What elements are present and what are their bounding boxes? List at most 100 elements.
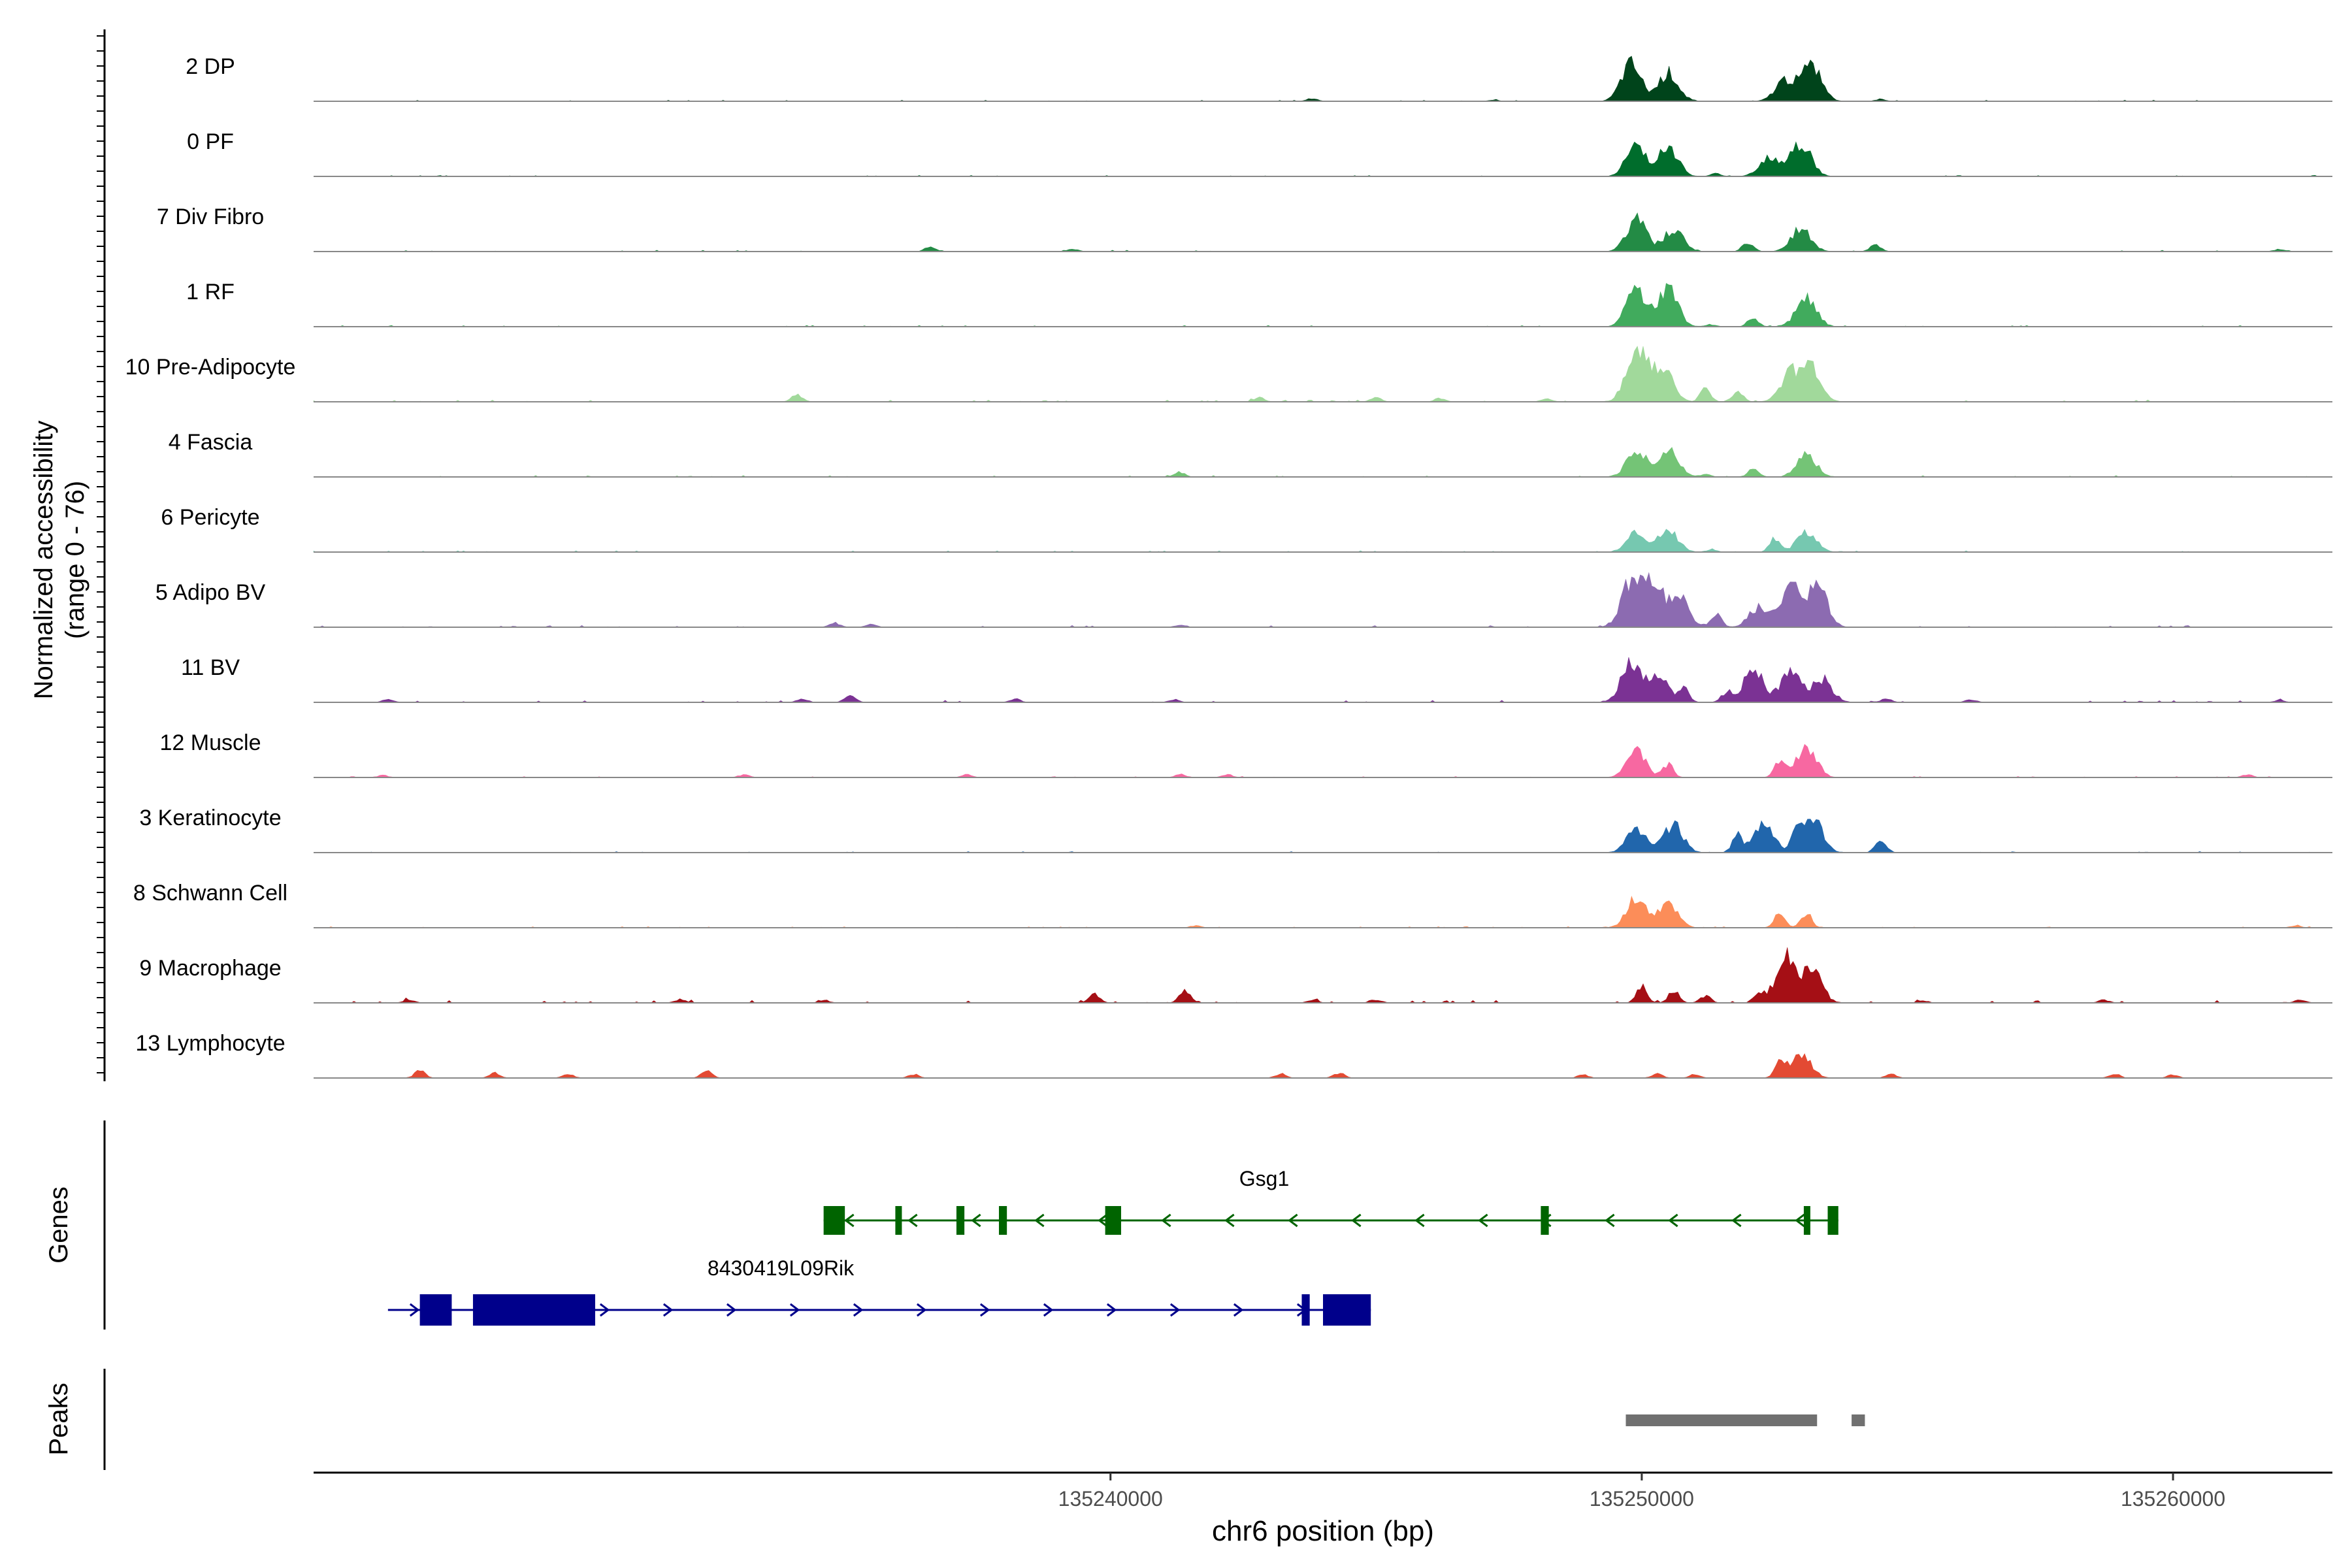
strand-arrow <box>907 1213 918 1228</box>
exon-block <box>1803 1206 1810 1235</box>
exon-block <box>419 1294 452 1326</box>
strand-arrow <box>844 1213 855 1228</box>
coverage-area <box>314 283 2332 327</box>
strand-arrow <box>1795 1213 1805 1228</box>
x-tick-label: 135260000 <box>2121 1487 2225 1511</box>
track-label: 6 Pericyte <box>161 505 259 530</box>
strand-arrow <box>1351 1213 1362 1228</box>
coverage-track: 6 Pericyte <box>161 505 2333 553</box>
track-label: 3 Keratinocyte <box>139 806 281 830</box>
peak-region <box>1625 1414 1818 1426</box>
strand-arrow <box>1668 1213 1678 1228</box>
coverage-area <box>314 141 2332 177</box>
coverage-tracks: 2 DP 0 PF 7 Div Fibro 1 RF 10 Pre-Adipocyte 4… <box>125 54 2333 1079</box>
coverage-track: 8 Schwann Cell <box>133 881 2332 928</box>
coverage-track: 13 Lymphocyte <box>135 1031 2332 1079</box>
exon-block <box>895 1206 902 1235</box>
strand-arrow <box>1098 1213 1108 1228</box>
track-label: 11 BV <box>181 655 240 680</box>
peaks-panel-title: Peaks <box>44 1382 73 1455</box>
track-label: 7 Div Fibro <box>157 204 264 229</box>
exon-block <box>956 1206 965 1235</box>
x-tick-label: 135250000 <box>1590 1487 1694 1511</box>
strand-arrow <box>979 1303 990 1317</box>
strand-arrow <box>1478 1213 1488 1228</box>
x-axis-ticks: 135240000 135250000 135260000 <box>1058 1473 2225 1511</box>
track-label: 1 RF <box>186 280 235 304</box>
y-axis: Normalized accessibility (range 0 - 76) <box>29 29 106 1081</box>
gene-label: 8430419L09Rik <box>708 1256 855 1280</box>
coverage-track: 3 Keratinocyte <box>139 806 2332 853</box>
strand-arrow <box>1169 1303 1181 1317</box>
gene-model: 8430419L09Rik <box>387 1256 1371 1326</box>
coverage-track: 0 PF <box>187 129 2332 177</box>
exon-block <box>472 1294 595 1326</box>
coverage-area <box>314 743 2332 778</box>
track-label: 10 Pre-Adipocyte <box>125 355 296 380</box>
x-tick-label: 135240000 <box>1058 1487 1163 1511</box>
y-axis-ticks <box>97 35 105 1073</box>
genes-panel-title: Genes <box>44 1186 73 1264</box>
exon-block <box>1541 1206 1549 1235</box>
peaks-panel: Peaks <box>44 1369 1865 1470</box>
track-label: 12 Muscle <box>160 730 261 755</box>
track-label: 4 Fascia <box>169 430 253 455</box>
coverage-track: 10 Pre-Adipocyte <box>125 346 2332 402</box>
strand-arrow <box>971 1213 981 1228</box>
coverage-area <box>313 529 2333 553</box>
y-axis-title: Normalized accessibility <box>29 421 58 700</box>
exon-block <box>1105 1206 1121 1235</box>
coverage-area <box>314 657 2332 703</box>
track-label: 9 Macrophage <box>139 956 281 981</box>
genes-panel: Genes Gsg1 8430419L09Rik <box>44 1120 1838 1330</box>
peak-region <box>1852 1414 1865 1426</box>
coverage-track: 2 DP <box>186 54 2332 102</box>
strand-arrow <box>1224 1213 1235 1228</box>
gene-models: Gsg1 8430419L09Rik <box>387 1167 1838 1326</box>
strand-arrow <box>853 1303 864 1317</box>
coverage-area <box>314 572 2332 628</box>
strand-arrow <box>1034 1213 1045 1228</box>
y-axis-range-label: (range 0 - 76) <box>61 481 90 639</box>
coverage-track: 7 Div Fibro <box>157 204 2333 252</box>
coverage-area <box>313 346 2332 402</box>
coverage-area <box>314 56 2332 102</box>
coverage-track: 4 Fascia <box>169 430 2332 478</box>
strand-arrow <box>726 1303 737 1317</box>
coverage-track: 9 Macrophage <box>139 947 2332 1004</box>
track-label: 0 PF <box>187 129 234 154</box>
strand-arrow <box>1605 1213 1615 1228</box>
coverage-area <box>314 212 2333 252</box>
coverage-area <box>314 819 2332 853</box>
strand-arrow <box>789 1303 800 1317</box>
coverage-track: 1 RF <box>186 280 2332 327</box>
strand-arrow <box>1161 1213 1171 1228</box>
coverage-area <box>314 947 2332 1004</box>
coverage-track: 5 Adipo BV <box>155 572 2332 628</box>
track-label: 2 DP <box>186 54 235 79</box>
x-axis-title: chr6 position (bp) <box>1212 1515 1434 1547</box>
strand-arrow <box>1233 1303 1244 1317</box>
exon-block <box>998 1206 1007 1235</box>
strand-arrow <box>916 1303 927 1317</box>
exon-block <box>1827 1206 1838 1235</box>
exon-block <box>823 1206 845 1235</box>
strand-arrow <box>1106 1303 1117 1317</box>
peak-regions <box>1625 1414 1865 1426</box>
gene-model: Gsg1 <box>823 1167 1838 1235</box>
track-label: 5 Adipo BV <box>155 580 266 605</box>
strand-arrow <box>409 1303 420 1317</box>
strand-arrow <box>1731 1213 1742 1228</box>
coverage-area <box>314 1053 2332 1079</box>
track-label: 8 Schwann Cell <box>133 881 287 906</box>
exon-block <box>1301 1294 1310 1326</box>
strand-arrow <box>599 1303 610 1317</box>
coverage-track: 11 BV <box>181 655 2332 703</box>
coverage-area <box>314 447 2332 478</box>
x-axis: 135240000 135250000 135260000 chr6 positio… <box>314 1471 2332 1547</box>
gene-label: Gsg1 <box>1239 1167 1289 1190</box>
strand-arrow <box>1043 1303 1054 1317</box>
coverage-track: 12 Muscle <box>160 730 2332 778</box>
